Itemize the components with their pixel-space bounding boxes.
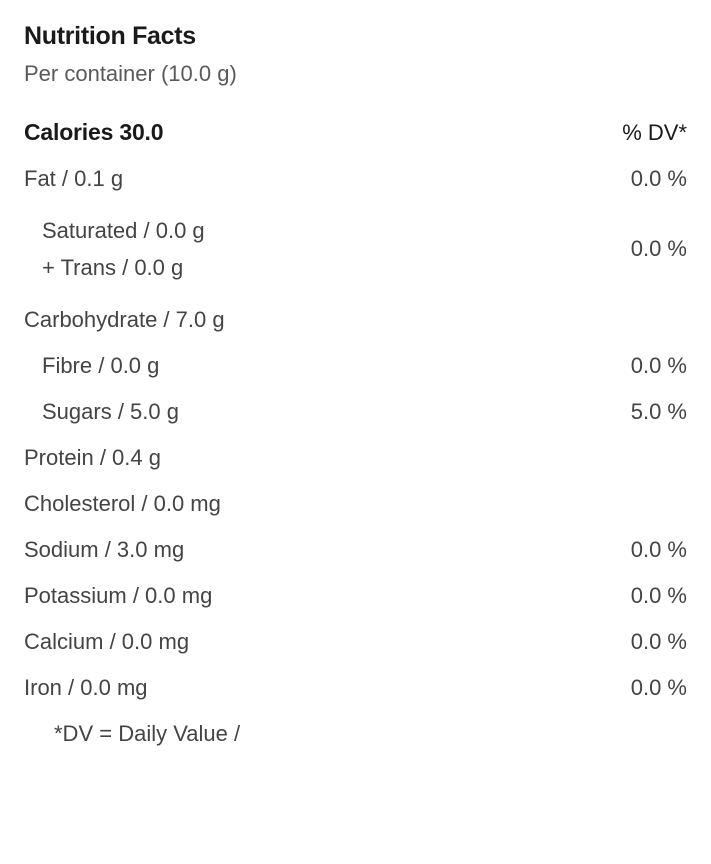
iron-dv: 0.0 % <box>631 675 687 701</box>
sodium-dv: 0.0 % <box>631 537 687 563</box>
calcium-label: Calcium / 0.0 mg <box>24 629 631 655</box>
calories-label: Calories 30.0 <box>24 119 622 146</box>
fat-dv: 0.0 % <box>631 166 687 192</box>
fat-row: Fat / 0.1 g 0.0 % <box>24 156 687 202</box>
calcium-dv: 0.0 % <box>631 629 687 655</box>
dv-header: % DV* <box>622 120 687 146</box>
trans-label: + Trans / 0.0 g <box>42 249 205 286</box>
potassium-dv: 0.0 % <box>631 583 687 609</box>
cholesterol-row: Cholesterol / 0.0 mg <box>24 481 687 527</box>
potassium-label: Potassium / 0.0 mg <box>24 583 631 609</box>
fibre-label: Fibre / 0.0 g <box>24 353 631 379</box>
calories-row: Calories 30.0 % DV* <box>24 119 687 156</box>
sodium-label: Sodium / 3.0 mg <box>24 537 631 563</box>
protein-label: Protein / 0.4 g <box>24 445 687 471</box>
cholesterol-label: Cholesterol / 0.0 mg <box>24 491 687 517</box>
nutrition-title: Nutrition Facts <box>24 22 687 51</box>
fibre-dv: 0.0 % <box>631 353 687 379</box>
saturated-label: Saturated / 0.0 g <box>42 212 205 249</box>
saturated-trans-row: Saturated / 0.0 g + Trans / 0.0 g 0.0 % <box>24 202 687 297</box>
iron-row: Iron / 0.0 mg 0.0 % <box>24 665 687 711</box>
calcium-row: Calcium / 0.0 mg 0.0 % <box>24 619 687 665</box>
carb-row: Carbohydrate / 7.0 g <box>24 297 687 343</box>
protein-row: Protein / 0.4 g <box>24 435 687 481</box>
iron-label: Iron / 0.0 mg <box>24 675 631 701</box>
sugars-row: Sugars / 5.0 g 5.0 % <box>24 389 687 435</box>
potassium-row: Potassium / 0.0 mg 0.0 % <box>24 573 687 619</box>
dv-footnote: *DV = Daily Value / <box>24 711 687 747</box>
fibre-row: Fibre / 0.0 g 0.0 % <box>24 343 687 389</box>
fat-label: Fat / 0.1 g <box>24 166 631 192</box>
sugars-dv: 5.0 % <box>631 399 687 425</box>
sugars-label: Sugars / 5.0 g <box>24 399 631 425</box>
serving-size: Per container (10.0 g) <box>24 61 687 87</box>
carb-label: Carbohydrate / 7.0 g <box>24 307 687 333</box>
saturated-trans-dv: 0.0 % <box>631 236 687 262</box>
sodium-row: Sodium / 3.0 mg 0.0 % <box>24 527 687 573</box>
